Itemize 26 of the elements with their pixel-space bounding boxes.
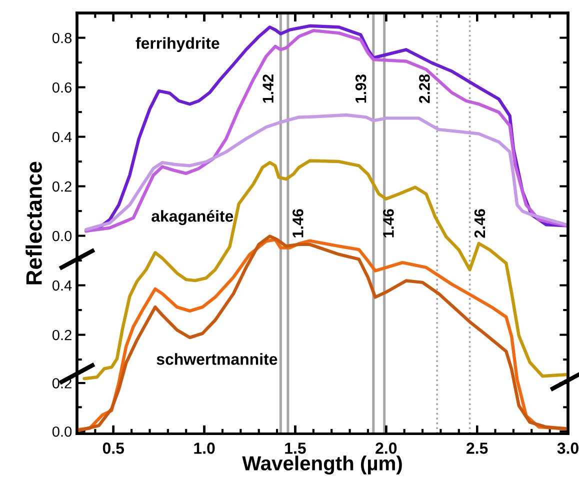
ref-line-label: 1.93 bbox=[355, 74, 366, 103]
x-tick-label: 1.5 bbox=[285, 442, 306, 454]
annotation: ferrihydrite bbox=[136, 37, 220, 52]
ref-line-label: 1.42 bbox=[262, 74, 274, 103]
y-tick-label: 0.4 bbox=[52, 132, 72, 142]
annotation: 1.46 bbox=[383, 209, 394, 238]
ref-line-label: 1.46 bbox=[292, 209, 304, 238]
annotation: akaganéite bbox=[152, 210, 234, 226]
y-axis-title: Reflectance bbox=[26, 162, 42, 284]
x-tick-label: 3.0 bbox=[557, 442, 578, 454]
ref-line-label: 2.46 bbox=[474, 209, 486, 238]
y-tick-label: 0.0 bbox=[52, 426, 72, 437]
y-tick-label: 0.2 bbox=[52, 330, 72, 340]
x-tick-label: 1.0 bbox=[194, 442, 215, 454]
y-tick-label: 0.8 bbox=[52, 32, 72, 44]
y-tick-label: 0.4 bbox=[52, 280, 72, 291]
y-tick-label: 0.0 bbox=[52, 230, 72, 242]
line-series bbox=[82, 159, 568, 380]
y-tick-label: 0.6 bbox=[52, 82, 72, 93]
x-tick-label: 2.0 bbox=[376, 442, 397, 454]
x-axis-title: Wavelength (µm) bbox=[242, 456, 402, 474]
ref-line-label: 2.28 bbox=[419, 74, 430, 104]
y-tick-label: 0.2 bbox=[52, 181, 72, 192]
x-tick-label: 0.5 bbox=[102, 442, 124, 454]
x-tick-label: 2.5 bbox=[466, 442, 488, 454]
annotation: schwertmannite bbox=[156, 353, 278, 365]
